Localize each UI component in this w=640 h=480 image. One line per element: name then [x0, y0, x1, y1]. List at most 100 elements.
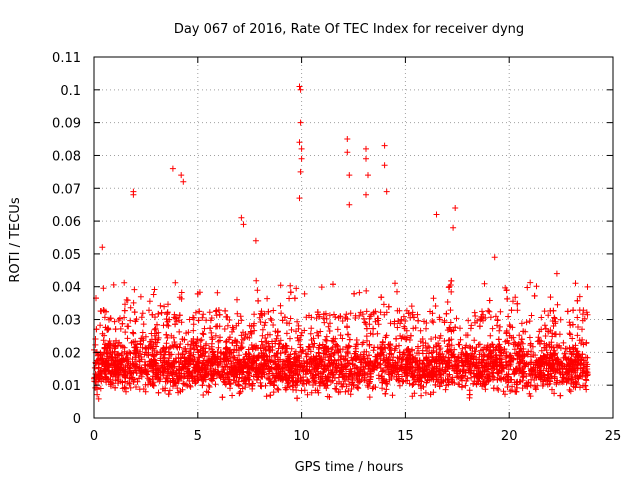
- data-point: [255, 353, 262, 360]
- data-point: [374, 330, 381, 337]
- data-point: [265, 358, 272, 365]
- data-point: [312, 387, 319, 394]
- data-point: [339, 335, 346, 342]
- data-point: [206, 309, 213, 316]
- data-point: [420, 342, 427, 349]
- data-point: [496, 327, 503, 334]
- data-point: [145, 349, 152, 356]
- data-point: [382, 390, 389, 397]
- data-point: [403, 336, 410, 343]
- data-point: [99, 330, 106, 337]
- data-point: [177, 341, 184, 347]
- data-point: [253, 357, 260, 364]
- data-point: [492, 359, 499, 366]
- data-point: [377, 350, 384, 357]
- data-point: [191, 356, 198, 362]
- data-point: [472, 319, 478, 326]
- data-point: [288, 368, 295, 375]
- data-point: [168, 332, 175, 339]
- data-point: [282, 372, 289, 379]
- data-point: [430, 376, 437, 383]
- data-point: [502, 362, 509, 369]
- data-point: [149, 351, 156, 358]
- data-point: [253, 376, 260, 383]
- data-point: [316, 313, 323, 320]
- data-point: [478, 313, 485, 320]
- data-point: [516, 363, 523, 369]
- data-point: [495, 336, 502, 343]
- data-point: [314, 329, 320, 336]
- data-point: [254, 287, 261, 294]
- data-point: [231, 373, 238, 380]
- data-point: [415, 345, 421, 352]
- data-point: [566, 344, 573, 351]
- data-point: [287, 289, 294, 296]
- data-point: [574, 297, 581, 304]
- data-point: [273, 350, 280, 357]
- data-point: [157, 369, 164, 376]
- data-point: [574, 372, 581, 379]
- data-point-spike: [450, 224, 457, 231]
- data-point: [272, 360, 279, 367]
- data-point: [124, 350, 131, 357]
- data-point: [269, 338, 275, 345]
- data-point: [210, 375, 217, 382]
- data-point: [201, 353, 208, 360]
- data-point: [177, 388, 184, 395]
- data-point: [276, 341, 283, 348]
- data-point: [246, 376, 253, 383]
- data-point: [147, 338, 154, 345]
- data-point: [197, 343, 204, 350]
- data-point: [352, 350, 358, 357]
- data-point: [422, 389, 429, 396]
- data-point: [478, 353, 485, 360]
- data-point: [553, 366, 560, 373]
- data-point: [110, 281, 117, 288]
- data-point: [472, 313, 479, 319]
- data-point: [348, 371, 355, 378]
- data-point: [321, 344, 328, 351]
- data-point: [292, 356, 299, 363]
- data-point: [584, 283, 591, 290]
- data-point: [339, 318, 346, 324]
- data-point: [200, 392, 207, 398]
- data-point: [294, 334, 301, 341]
- data-point: [215, 361, 222, 368]
- data-point: [251, 327, 258, 334]
- data-point: [264, 331, 271, 338]
- data-point: [394, 324, 401, 331]
- data-point: [506, 332, 513, 339]
- data-point: [530, 352, 537, 358]
- data-point: [183, 330, 190, 337]
- data-point: [229, 392, 236, 399]
- data-point: [418, 392, 425, 399]
- data-point: [187, 352, 194, 359]
- data-point-spike: [363, 155, 369, 162]
- data-point: [216, 311, 223, 318]
- data-point: [356, 379, 362, 386]
- data-point: [490, 354, 497, 361]
- data-point: [570, 346, 577, 353]
- data-point: [314, 309, 321, 316]
- data-point: [482, 314, 489, 321]
- data-point: [265, 308, 272, 315]
- data-point: [207, 368, 214, 375]
- data-point: [298, 329, 305, 336]
- data-point: [544, 381, 551, 388]
- data-point: [381, 359, 388, 366]
- data-point: [490, 385, 497, 392]
- data-point: [394, 362, 401, 369]
- data-point-spike: [363, 145, 369, 152]
- data-point: [340, 356, 347, 363]
- data-point: [265, 363, 272, 370]
- x-axis-label: GPS time / hours: [295, 460, 404, 475]
- data-point: [125, 323, 132, 330]
- data-point: [133, 384, 139, 390]
- data-point: [425, 343, 431, 350]
- data-point: [534, 382, 541, 389]
- data-point: [238, 317, 245, 324]
- data-point: [371, 344, 378, 351]
- data-point: [155, 389, 162, 396]
- data-point: [259, 326, 266, 333]
- data-point: [269, 343, 276, 350]
